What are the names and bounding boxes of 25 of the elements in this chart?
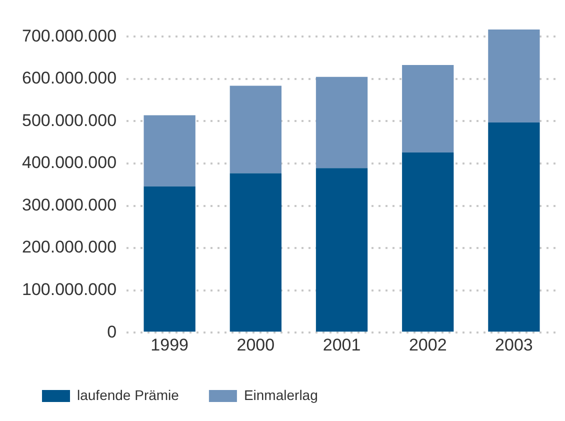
y-tick-label: 400.000.000 xyxy=(22,153,117,172)
x-tick-label: 2003 xyxy=(495,335,533,354)
y-tick-label: 100.000.000 xyxy=(22,280,117,300)
bar xyxy=(230,173,282,332)
bar xyxy=(230,86,282,174)
bar xyxy=(144,115,196,186)
y-tick-label: 200.000.000 xyxy=(22,238,117,257)
bar xyxy=(144,186,196,332)
y-tick-label: 700.000.000 xyxy=(22,26,117,46)
x-tick-label: 2001 xyxy=(322,335,361,354)
legend-label: Einmalerlag xyxy=(244,386,318,403)
bar xyxy=(316,168,368,332)
y-tick-label: 500.000.000 xyxy=(22,110,117,130)
y-tick-label: 300.000.000 xyxy=(22,195,117,214)
bar xyxy=(316,76,368,168)
x-tick-label: 2002 xyxy=(408,335,447,354)
bar xyxy=(488,29,540,122)
bar xyxy=(402,64,454,152)
x-tick-label: 1999 xyxy=(150,335,188,354)
bar xyxy=(488,122,540,332)
bar xyxy=(402,152,454,332)
y-tick-label: 0 xyxy=(107,322,117,342)
y-tick-label: 600.000.000 xyxy=(22,68,117,88)
legend-label: laufende Prämie xyxy=(77,386,180,403)
x-tick-label: 2000 xyxy=(236,335,275,354)
